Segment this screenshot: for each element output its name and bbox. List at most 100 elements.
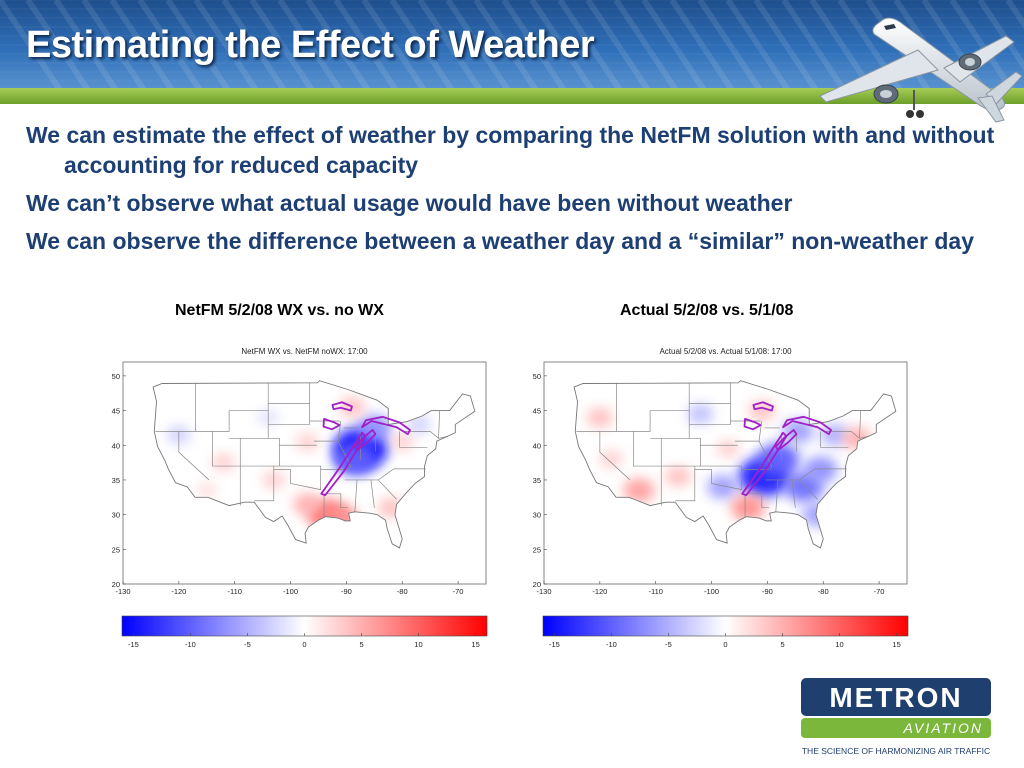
header-pattern-line — [53, 0, 119, 90]
heat-blob — [687, 404, 714, 425]
header-pattern-line — [165, 0, 231, 90]
state-border — [734, 420, 763, 442]
header-pattern-line — [109, 0, 175, 90]
heat-blob — [748, 400, 775, 421]
y-tick-label: 50 — [533, 372, 541, 381]
state-border — [273, 465, 322, 491]
colorbar-tick-label: 0 — [723, 640, 727, 649]
header-pattern-line — [193, 0, 259, 90]
logo-division-box — [801, 718, 991, 738]
heat-blob — [586, 407, 613, 428]
header-pattern-line — [585, 0, 651, 90]
header-pattern-line — [473, 0, 539, 90]
logo-tagline: THE SCIENCE OF HARMONIZING AIR TRAFFIC — [802, 746, 990, 756]
state-border — [599, 431, 631, 481]
metron-aviation-logo: METRON AVIATION THE SCIENCE OF HARMONIZI… — [801, 678, 991, 756]
header-pattern-line — [669, 0, 735, 90]
heat-blob — [665, 466, 692, 487]
y-tick-label: 25 — [533, 545, 541, 554]
header-pattern-line — [81, 0, 147, 90]
header-pattern-line — [389, 0, 455, 90]
colorbar-tick-label: 10 — [414, 640, 422, 649]
state-border — [824, 431, 860, 439]
panel-heading-netfm: NetFM 5/2/08 WX vs. no WX — [175, 302, 384, 319]
x-tick-label: -80 — [397, 587, 408, 596]
bullet-list: We can estimate the effect of weather by… — [26, 120, 1001, 264]
colorbar-tick-label: -15 — [128, 640, 139, 649]
y-tick-label: 45 — [533, 407, 541, 416]
header-pattern-line — [613, 0, 679, 90]
state-border — [313, 420, 342, 442]
panel-heading-actual: Actual 5/2/08 vs. 5/1/08 — [620, 302, 794, 319]
header-pattern-line — [137, 0, 203, 90]
weather-polygon — [353, 429, 377, 452]
colorbar-tick-label: 5 — [359, 640, 363, 649]
header-pattern-line — [921, 0, 987, 90]
colorbar-tick-label: 0 — [302, 640, 306, 649]
header-grid-pattern — [0, 0, 1024, 90]
weather-polygon — [743, 417, 762, 431]
heatmap-actual: Actual 5/2/08 vs. Actual 5/1/08: 17:00 -1… — [533, 347, 909, 649]
y-tick-label: 20 — [112, 580, 120, 589]
heat-blob — [211, 453, 236, 472]
x-tick-label: -70 — [453, 587, 464, 596]
heat-blob — [716, 439, 740, 458]
state-border — [745, 493, 770, 509]
heat-blob — [390, 432, 414, 451]
state-border — [765, 468, 847, 481]
header-pattern-line — [0, 0, 63, 90]
plot-title: Actual 5/2/08 vs. Actual 5/1/08: 17:00 — [659, 347, 792, 356]
y-tick-label: 40 — [533, 441, 541, 450]
colorbar-tick-label: 15 — [471, 640, 479, 649]
state-border — [438, 410, 449, 439]
header-pattern-line — [557, 0, 623, 90]
state-border — [178, 431, 210, 481]
state-border — [324, 493, 349, 509]
plot-title: NetFM WX vs. NetFM noWX: 17:00 — [241, 347, 368, 356]
y-tick-label: 20 — [533, 580, 541, 589]
slide-title: Estimating the Effect of Weather — [26, 24, 595, 66]
state-border — [337, 440, 352, 470]
header-pattern-line — [277, 0, 343, 90]
state-border — [377, 479, 397, 500]
x-tick-label: -130 — [536, 587, 551, 596]
state-border — [689, 382, 731, 425]
x-tick-label: -100 — [704, 587, 719, 596]
header-pattern-line — [417, 0, 483, 90]
x-tick-label: -100 — [283, 587, 298, 596]
heat-blob — [623, 478, 655, 503]
header-pattern-line — [1005, 0, 1024, 30]
logo-division-text: AVIATION — [902, 720, 983, 736]
us-outline — [152, 380, 476, 549]
weather-polygon — [782, 415, 832, 436]
x-tick-label: -80 — [818, 587, 829, 596]
airplane-icon — [819, 17, 1023, 123]
state-border — [859, 410, 870, 439]
header-pattern-line — [333, 0, 399, 90]
heat-blob — [295, 432, 319, 451]
x-tick-label: -90 — [341, 587, 352, 596]
plot-frame — [122, 361, 487, 585]
x-tick-label: -110 — [648, 587, 662, 596]
state-border — [344, 468, 426, 481]
header-pattern-line — [249, 0, 315, 90]
state-border — [370, 479, 375, 508]
weather-polygon — [774, 429, 798, 452]
logo-brand-text: METRON — [829, 682, 962, 713]
header-pattern-line — [529, 0, 595, 90]
y-tick-label: 40 — [112, 441, 120, 450]
state-border — [791, 479, 796, 508]
x-tick-label: -110 — [227, 587, 241, 596]
bullet-item: We can observe the difference between a … — [26, 228, 974, 254]
header-pattern-line — [445, 0, 511, 90]
colorbar-tick-label: -10 — [606, 640, 617, 649]
colorbar-tick-label: -15 — [549, 640, 560, 649]
heat-blob — [707, 474, 739, 499]
colorbar-tick-label: 10 — [835, 640, 843, 649]
state-border — [758, 440, 773, 470]
y-tick-label: 35 — [533, 476, 541, 485]
header-pattern-line — [949, 0, 1015, 90]
x-tick-label: -120 — [592, 587, 607, 596]
heat-blob — [820, 423, 849, 446]
y-tick-label: 25 — [112, 545, 120, 554]
